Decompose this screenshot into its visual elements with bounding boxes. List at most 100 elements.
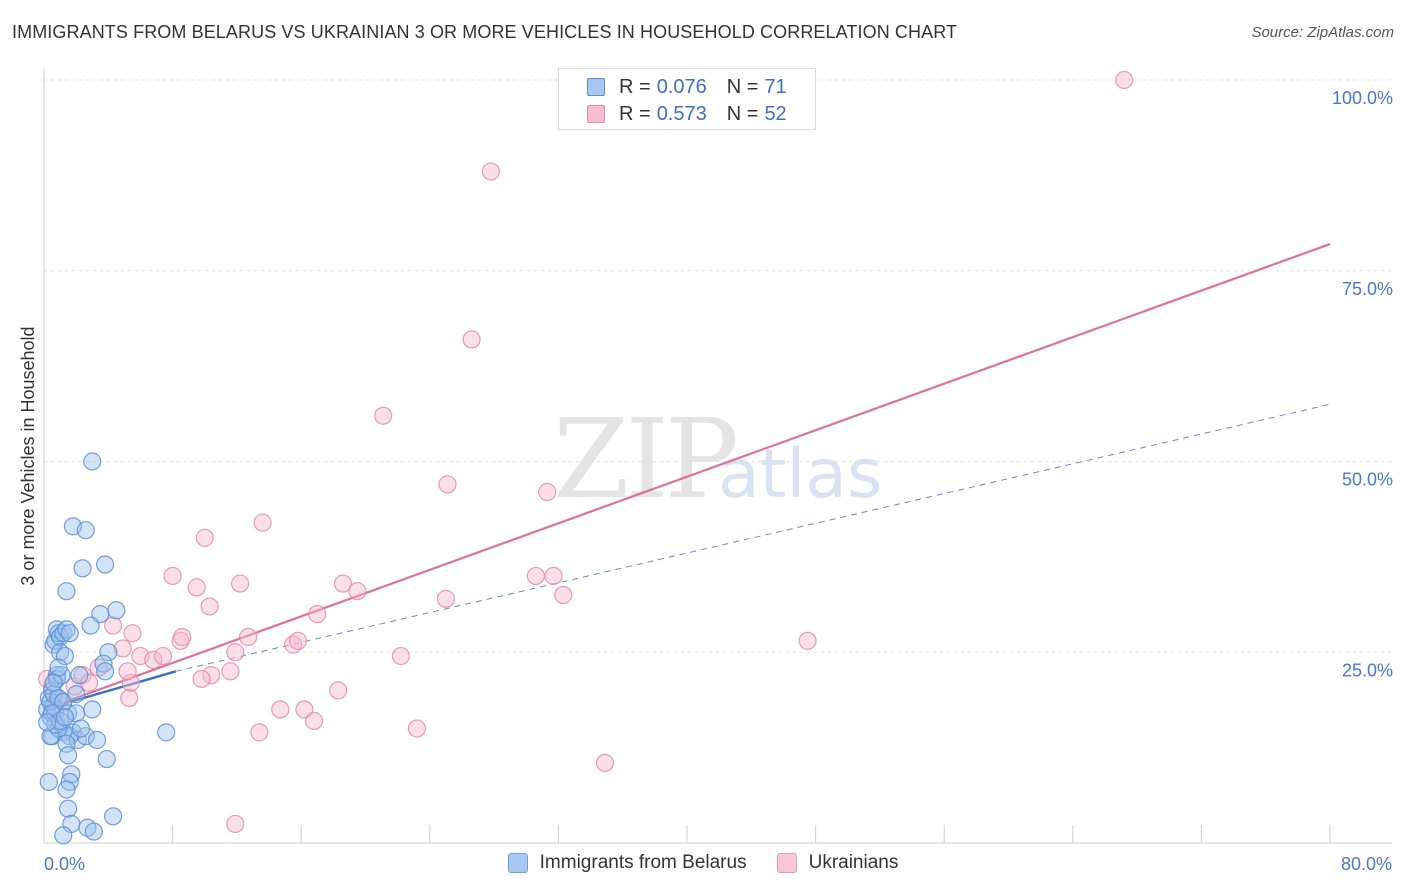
belarus-point <box>71 719 91 738</box>
legend-n-label: N = <box>726 102 759 125</box>
ukrainian-point <box>595 753 615 772</box>
belarus-trend-extension <box>175 403 1331 672</box>
belarus-point <box>84 822 103 841</box>
ukrainian-point <box>304 711 324 731</box>
ukrainian-point <box>195 528 214 547</box>
legend-n-label: N = <box>726 75 759 98</box>
ukrainian-point <box>187 578 206 597</box>
y-axis-label: 3 or more Vehicles in Household <box>18 326 38 585</box>
legend-n-value: 52 <box>764 102 787 125</box>
correlation-legend: R = 0.076 N = 71 R = 0.573 N = 52 <box>558 68 816 130</box>
ukrainian-point <box>153 646 173 666</box>
ukrainian-point <box>163 566 182 586</box>
legend-swatch-belarus <box>587 78 605 96</box>
series-legend: Immigrants from Belarus Ukrainians <box>0 852 1406 874</box>
series-legend-belarus[interactable]: Immigrants from Belarus <box>507 852 747 874</box>
grid-lines <box>44 79 1392 653</box>
belarus-point <box>95 662 115 681</box>
y-tick-label: 25.0% <box>1342 660 1393 680</box>
ukrainian-point <box>329 681 348 700</box>
ukrainian-point <box>436 589 455 608</box>
belarus-point <box>55 646 74 666</box>
ukrainian-point <box>253 513 272 532</box>
ukrainian-point <box>231 574 250 593</box>
ukrainian-point <box>239 627 258 647</box>
watermark-atlas: atlas <box>718 435 883 514</box>
series-label-belarus: Immigrants from Belarus <box>539 852 747 873</box>
belarus-point <box>83 700 102 719</box>
ukrainian-point <box>79 673 99 692</box>
ukrainian-point <box>173 627 192 647</box>
legend-r-value: 0.076 <box>656 75 707 98</box>
data-points <box>38 70 1134 845</box>
ukrainian-point <box>118 662 137 681</box>
belarus-point <box>81 616 100 635</box>
y-tick-label: 100.0% <box>1332 88 1393 108</box>
belarus-point <box>60 624 79 643</box>
chart-title: IMMIGRANTS FROM BELARUS VS UKRAINIAN 3 O… <box>12 22 958 42</box>
x-tick-label: 80.0% <box>1341 854 1392 874</box>
ukrainian-point <box>104 616 123 635</box>
series-swatch-ukrainians <box>776 853 797 873</box>
series-legend-ukrainians[interactable]: Ukrainians <box>776 852 899 874</box>
belarus-point <box>95 555 115 574</box>
series-swatch-belarus <box>507 853 528 873</box>
ukrainian-point <box>462 330 481 349</box>
ukrainian-point <box>544 566 563 586</box>
belarus-point <box>38 713 57 732</box>
belarus-point <box>87 730 107 750</box>
belarus-point <box>107 601 126 620</box>
ukrainian-point <box>202 666 221 685</box>
belarus-point <box>57 734 76 753</box>
y-tick-label: 50.0% <box>1342 470 1393 490</box>
belarus-point <box>67 685 86 704</box>
belarus-point <box>73 559 92 578</box>
ukrainian-point <box>120 688 139 708</box>
ukrainian-point <box>121 673 140 692</box>
ukrainian-point <box>407 719 427 738</box>
trend-lines <box>43 243 1331 711</box>
ukrainian-point <box>798 631 817 650</box>
belarus-point <box>157 723 176 742</box>
ukrainian-point <box>113 639 132 658</box>
legend-row-ukrainians: R = 0.573 N = 52 <box>587 102 787 126</box>
belarus-point <box>49 658 68 677</box>
belarus-point <box>83 452 102 471</box>
ukrainian-point <box>200 597 219 616</box>
legend-swatch-ukrainians <box>587 105 605 123</box>
belarus-point <box>57 582 76 601</box>
y-tick-label: 75.0% <box>1342 279 1393 299</box>
ukrainian-point <box>221 662 240 681</box>
watermark-zip: ZIP <box>553 395 739 523</box>
belarus-point <box>94 654 113 673</box>
x-tick-label: 0.0% <box>44 854 85 874</box>
belarus-point <box>44 673 63 692</box>
belarus-point <box>70 666 89 685</box>
belarus-point <box>99 643 118 662</box>
legend-n-value: 71 <box>764 75 787 98</box>
belarus-point <box>104 807 123 826</box>
legend-r-label: R = <box>619 102 651 125</box>
ukrainian-point <box>192 669 211 689</box>
axes <box>43 68 1392 844</box>
ukrainian-point <box>250 723 269 742</box>
legend-r-label: R = <box>619 75 651 98</box>
belarus-point <box>39 772 58 792</box>
ukrainian-point <box>333 574 353 593</box>
belarus-point <box>59 746 78 765</box>
ukrainian-point <box>226 643 245 662</box>
belarus-point <box>59 799 78 818</box>
series-label-ukrainians: Ukrainians <box>808 852 899 873</box>
ukrainian-trend-line <box>43 243 1331 711</box>
tick-labels: 25.0% 50.0% 75.0% 100.0% 0.0% 80.0% 3 or more … <box>18 88 1393 874</box>
ukrainian-point <box>391 646 410 666</box>
ukrainian-point <box>526 566 545 586</box>
ukrainian-point <box>271 700 290 719</box>
ukrainian-point <box>438 475 457 494</box>
ukrainian-point <box>308 604 327 624</box>
ukrainian-point <box>348 582 367 601</box>
ukrainian-point <box>226 814 245 834</box>
ukrainian-point <box>144 650 163 669</box>
ukrainian-point <box>1115 70 1134 90</box>
